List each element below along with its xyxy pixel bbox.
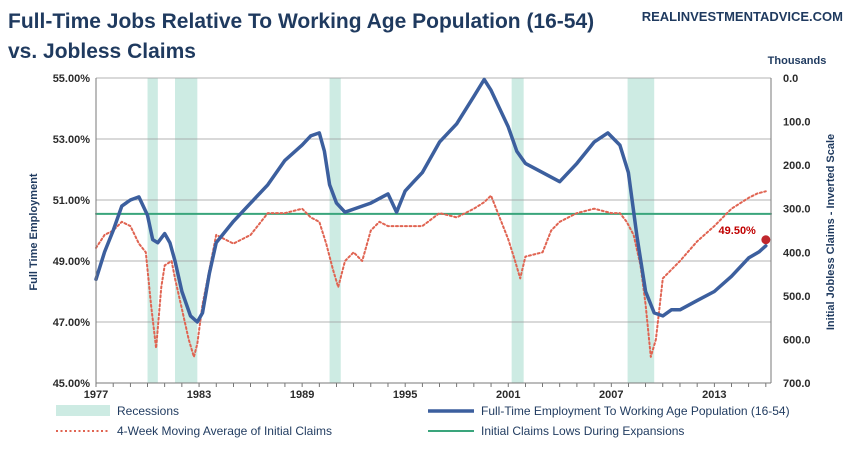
x-tick-label: 1983 (187, 389, 211, 401)
right-axis-label: Initial Jobless Claims - Inverted Scale (825, 134, 837, 330)
x-tick-label: 1995 (393, 389, 417, 401)
x-tick-label: 2013 (702, 389, 726, 401)
left-axis-ticks: 45.00% 47.00% 49.00% 51.00% 53.00% 55.00% (53, 73, 91, 390)
right-axis-ticks: 700.0 600.0 500.0 400.0 300.0 200.0 100.0 0.0 (783, 73, 811, 390)
source-label: REALINVESTMENTADVICE.COM (642, 9, 843, 24)
right-tick-label: 600.0 (783, 334, 811, 346)
series-lines (94, 77, 772, 358)
annotation-marker (761, 235, 771, 245)
right-tick-label: 400.0 (783, 247, 811, 259)
left-axis-label: Full Time Employment (28, 173, 40, 290)
left-tick-label: 47.00% (53, 317, 91, 329)
right-tick-label: 500.0 (783, 291, 811, 303)
right-tick-label: 300.0 (783, 204, 811, 216)
legend-claims-label: 4-Week Moving Average of Initial Claims (117, 424, 332, 438)
legend: Recessions Full-Time Employment To Worki… (56, 404, 790, 438)
left-tick-label: 45.00% (53, 378, 91, 390)
x-axis-ticks: 1977 1983 1989 1995 2001 2007 2013 (84, 383, 767, 401)
right-tick-label: 700.0 (783, 378, 811, 390)
chart-title-line2: vs. Jobless Claims (8, 40, 196, 63)
plot-frame (95, 78, 772, 384)
recession-band-3 (511, 78, 524, 383)
left-tick-label: 53.00% (53, 134, 91, 146)
series-line-1 (95, 190, 767, 358)
legend-lows-label: Initial Claims Lows During Expansions (481, 424, 684, 438)
left-tick-label: 51.00% (53, 195, 91, 207)
recession-band-1 (175, 78, 198, 383)
legend-employment-label: Full-Time Employment To Working Age Popu… (481, 404, 790, 418)
legend-recessions-label: Recessions (117, 404, 179, 418)
left-tick-label: 55.00% (53, 73, 91, 85)
annotation-label: 49.50% (719, 225, 757, 237)
series-line-0 (94, 77, 768, 324)
recession-bands (147, 78, 655, 383)
x-tick-label: 1989 (290, 389, 314, 401)
x-tick-label: 2001 (496, 389, 520, 401)
chart-title-line1: Full-Time Jobs Relative To Working Age P… (8, 10, 594, 33)
annotations: 49.50% (719, 225, 771, 245)
x-tick-label: 2007 (599, 389, 623, 401)
recession-band-2 (329, 78, 341, 383)
right-axis-units: Thousands (768, 55, 827, 67)
right-tick-label: 0.0 (783, 73, 798, 85)
legend-recessions-swatch (56, 405, 110, 416)
left-tick-label: 49.00% (53, 256, 91, 268)
x-tick-label: 1977 (84, 389, 108, 401)
right-tick-label: 100.0 (783, 117, 811, 129)
right-tick-label: 200.0 (783, 160, 811, 172)
recession-band-0 (147, 78, 158, 383)
